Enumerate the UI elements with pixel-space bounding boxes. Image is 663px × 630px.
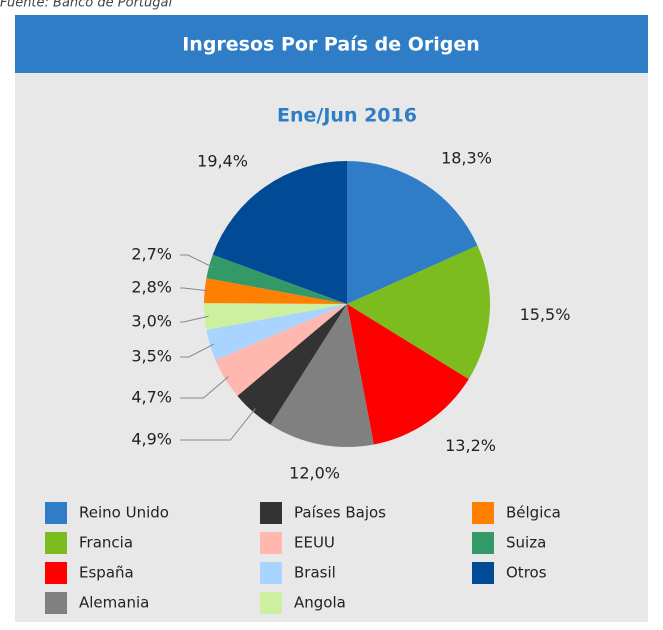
pie-slice <box>347 304 469 445</box>
leader-line <box>180 315 209 323</box>
leader-line <box>180 376 229 399</box>
pie-slice <box>347 245 490 380</box>
legend-label: Francia <box>79 534 133 552</box>
legend-swatch <box>472 502 494 524</box>
legend-label: Otros <box>506 564 547 582</box>
legend-label: Alemania <box>79 594 149 612</box>
pie-slice <box>237 304 347 425</box>
legend-swatch <box>472 562 494 584</box>
pie-slice <box>347 161 478 304</box>
pie-slice <box>212 161 347 304</box>
source: Fuente: Banco de Portugal <box>0 0 172 11</box>
data-label: 19,4% <box>197 152 248 171</box>
legend-swatch <box>45 532 67 554</box>
legend-label: Brasil <box>294 564 336 582</box>
legend-label: España <box>79 564 134 582</box>
pie-slice <box>270 304 374 447</box>
chart-title: Ingresos Por País de Origen <box>182 34 480 56</box>
legend-label: Bélgica <box>506 504 561 522</box>
legend-swatch <box>45 502 67 524</box>
legend-swatch <box>45 562 67 584</box>
pie-slice <box>206 254 347 304</box>
leader-line <box>180 254 214 268</box>
legend-label: Países Bajos <box>294 504 386 522</box>
data-label: 15,5% <box>520 305 571 324</box>
legend-swatch <box>260 562 282 584</box>
leader-line <box>180 343 215 358</box>
data-label: 2,7% <box>131 245 172 264</box>
pie-slice <box>204 278 347 304</box>
leader-line <box>180 408 256 441</box>
pie-slice <box>215 304 347 396</box>
pie-slice <box>203 303 347 330</box>
legend-swatch <box>45 592 67 614</box>
data-label: 18,3% <box>441 148 492 167</box>
data-label: 4,9% <box>131 430 172 449</box>
legend-swatch <box>260 592 282 614</box>
data-label: 13,2% <box>445 436 496 455</box>
data-label: 2,8% <box>131 278 172 297</box>
chart-subtitle: Ene/Jun 2016 <box>277 105 417 127</box>
pie-slice <box>206 304 347 360</box>
leader-line <box>180 287 209 292</box>
legend-label: Angola <box>294 594 346 612</box>
data-label: 3,5% <box>131 347 172 366</box>
legend-label: EEUU <box>294 534 335 552</box>
legend-label: Reino Unido <box>79 504 169 522</box>
header-bar <box>15 15 648 73</box>
data-label: 4,7% <box>131 388 172 407</box>
data-label: 12,0% <box>289 463 340 482</box>
legend-swatch <box>260 532 282 554</box>
data-label: 3,0% <box>131 312 172 331</box>
legend-swatch <box>260 502 282 524</box>
legend-swatch <box>472 532 494 554</box>
legend-label: Suiza <box>506 534 546 552</box>
